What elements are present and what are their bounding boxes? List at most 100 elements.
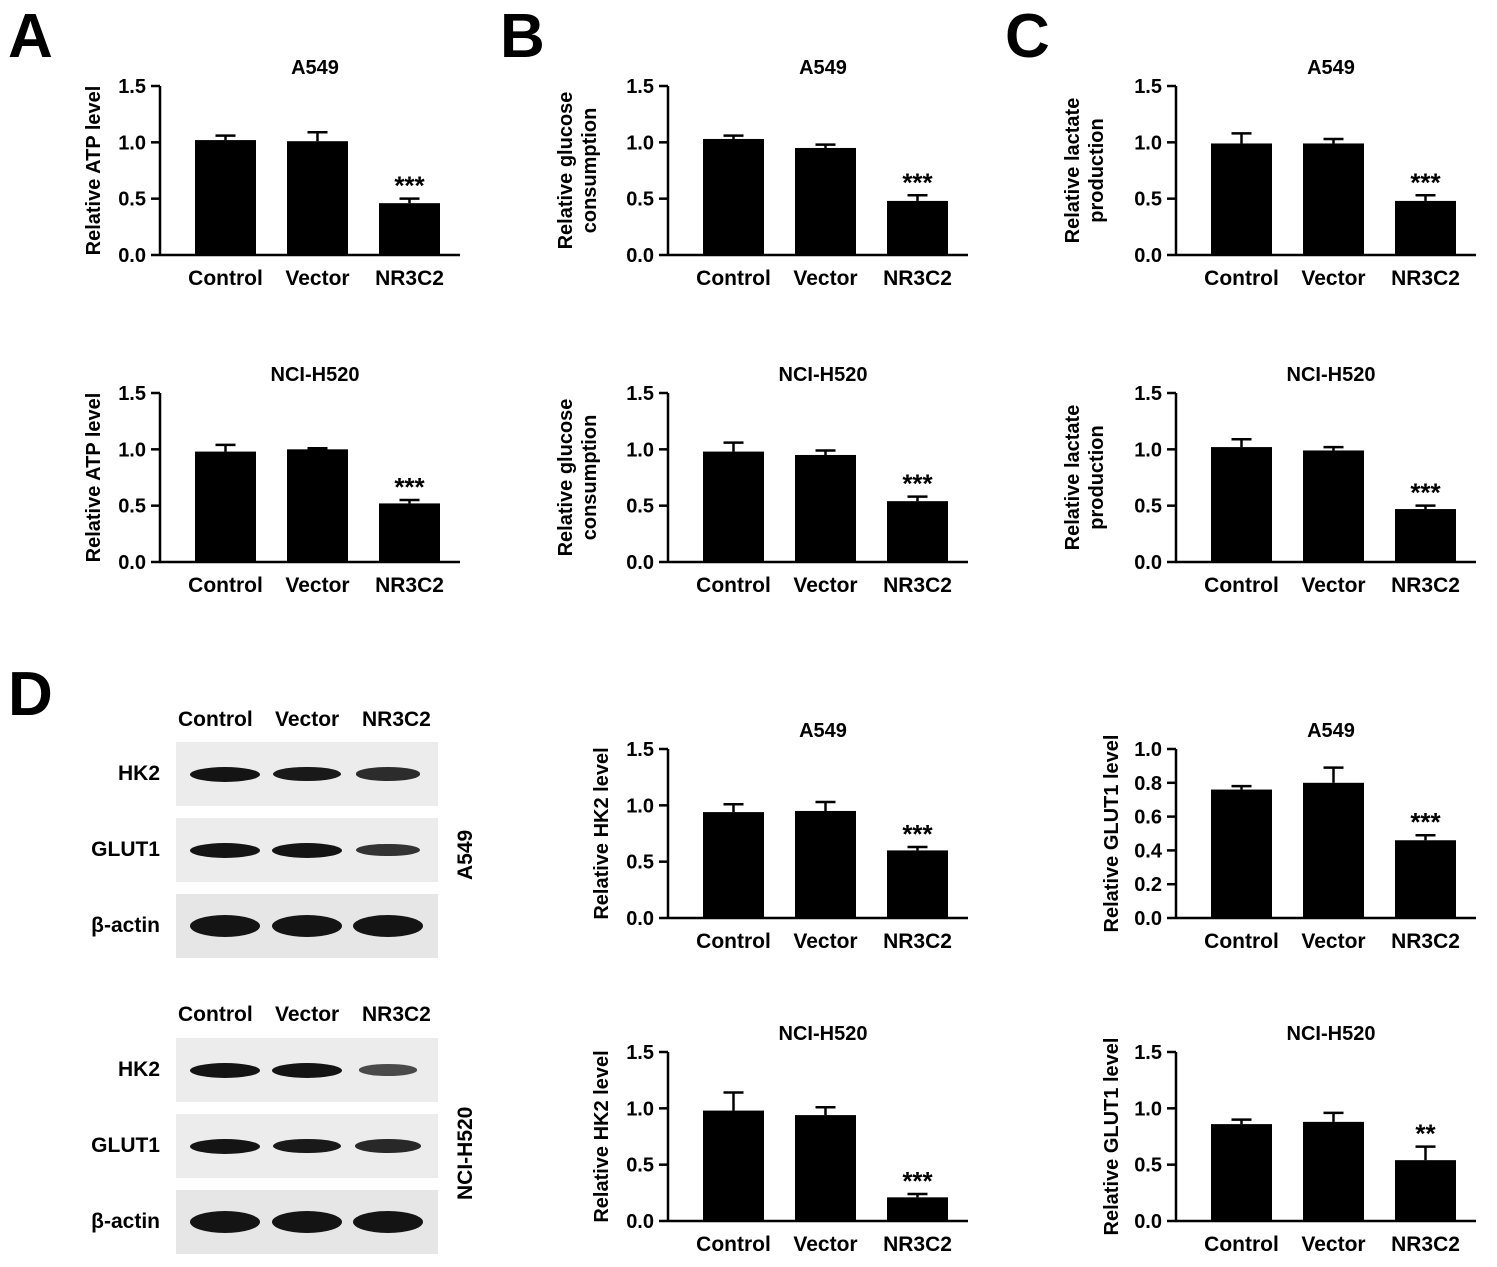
y-tick-label: 0.0 [626, 1211, 654, 1233]
y-tick-label: 0.5 [626, 852, 654, 874]
bar-chart-4: 0.0 0.5 1.0 1.5 NCI-H520 Relative glucose cons… [555, 364, 968, 597]
bar [1303, 143, 1364, 255]
blot-band [272, 766, 342, 782]
bar [1303, 1121, 1364, 1221]
y-axis-label: Relative ATP level [83, 393, 105, 563]
blot-cell-line-label: A549 [454, 829, 477, 880]
bar [379, 503, 440, 562]
significance-marker: *** [394, 171, 425, 201]
x-tick-label: Control [696, 1233, 771, 1256]
blot-lane-label: NR3C2 [362, 708, 431, 731]
blot-band [190, 766, 260, 782]
chart-title: A549 [291, 57, 339, 79]
y-axis-label: Relative glucose consumption [555, 399, 601, 557]
x-tick-label: NR3C2 [883, 1233, 952, 1256]
significance-marker: *** [1410, 807, 1441, 837]
panel-letter-c: C [1005, 2, 1050, 71]
blot-lane-label: Control [178, 1003, 253, 1026]
y-axis-label: Relative HK2 level [591, 1050, 613, 1222]
y-axis-label-line: consumption [579, 108, 601, 234]
y-axis-label-line: consumption [579, 415, 601, 541]
blot-band [190, 1062, 260, 1078]
bar [795, 1115, 856, 1221]
y-tick-label: 0.0 [626, 908, 654, 930]
bar [1395, 509, 1456, 562]
blot-lane-label: NR3C2 [362, 1003, 431, 1026]
y-tick-label: 0.5 [626, 496, 654, 518]
y-tick-label: 0.0 [118, 245, 146, 267]
blot-band [272, 1211, 342, 1233]
bar [1211, 447, 1272, 562]
y-tick-label: 1.5 [626, 739, 654, 761]
y-axis-label: Relative lactate production [1062, 405, 1108, 551]
y-axis-label: Relative HK2 level [591, 747, 613, 919]
y-tick-label: 0.5 [626, 1155, 654, 1177]
y-axis-label: Relative GLUT1 level [1101, 1038, 1123, 1236]
x-tick-label: NR3C2 [1391, 267, 1460, 290]
significance-marker: *** [1410, 478, 1441, 508]
y-tick-label: 0.0 [118, 552, 146, 574]
bar [379, 203, 440, 255]
bar-chart-5: 0.0 0.5 1.0 1.5 NCI-H520 Relative lactate prod… [1062, 364, 1476, 597]
bar [195, 140, 256, 255]
bar-chart-9: 0.0 0.5 1.0 1.5 NCI-H520 Relative GLUT1 level… [1101, 1023, 1476, 1256]
x-tick-label: NR3C2 [1391, 930, 1460, 953]
chart-title: NCI-H520 [271, 364, 360, 386]
y-axis-label: Relative ATP level [83, 86, 105, 256]
significance-marker: *** [902, 1166, 933, 1196]
x-tick-label: NR3C2 [883, 267, 952, 290]
x-tick-label: NR3C2 [1391, 574, 1460, 597]
x-tick-label: Control [1204, 267, 1279, 290]
y-axis-label-line: Relative glucose [555, 92, 577, 250]
significance-marker: *** [394, 472, 425, 502]
blot-band [356, 843, 420, 857]
bar [1211, 789, 1272, 918]
x-tick-label: Vector [793, 930, 857, 953]
x-tick-label: Vector [1301, 1233, 1365, 1256]
bar [887, 200, 948, 255]
y-axis-label-line: Relative lactate [1062, 405, 1084, 551]
x-tick-label: Control [1204, 930, 1279, 953]
y-tick-label: 0.5 [626, 189, 654, 211]
y-tick-label: 0.0 [1134, 908, 1162, 930]
bar [1395, 1160, 1456, 1221]
y-tick-label: 0.2 [1134, 874, 1162, 896]
y-tick-label: 0.0 [626, 245, 654, 267]
bar [703, 1110, 764, 1221]
bar-chart-0: 0.0 0.5 1.0 1.5 A549 Relative ATP level Contro… [83, 57, 460, 290]
y-tick-label: 1.5 [626, 76, 654, 98]
bar-chart-3: 0.0 0.5 1.0 1.5 NCI-H520 Relative ATP level Co… [83, 364, 460, 597]
y-tick-label: 0.4 [1134, 840, 1163, 862]
chart-title: NCI-H520 [779, 1023, 868, 1045]
y-tick-label: 0.0 [1134, 1211, 1162, 1233]
blot-band [272, 842, 342, 858]
blot-band [272, 1062, 342, 1078]
y-tick-label: 0.5 [1134, 496, 1162, 518]
x-tick-label: Vector [285, 574, 349, 597]
bar [703, 812, 764, 918]
significance-marker: *** [1410, 167, 1441, 197]
blot-row-label: HK2 [117, 762, 160, 785]
bar [1303, 450, 1364, 562]
bar [1303, 782, 1364, 918]
y-axis-label-line: Relative glucose [555, 399, 577, 557]
bar [195, 451, 256, 562]
bar [1395, 200, 1456, 255]
y-axis-label-line: production [1086, 118, 1108, 222]
x-tick-label: Vector [1301, 930, 1365, 953]
blot-band [353, 915, 423, 937]
bar [795, 810, 856, 918]
chart-title: A549 [1307, 57, 1355, 79]
y-tick-label: 1.5 [1134, 1042, 1162, 1064]
x-tick-label: Vector [285, 267, 349, 290]
blot-row-label: β-actin [91, 1210, 160, 1233]
y-axis-label-line: production [1086, 425, 1108, 529]
bar [1395, 840, 1456, 918]
blot-band [190, 842, 260, 858]
y-tick-label: 0.0 [626, 552, 654, 574]
y-axis-label: Relative GLUT1 level [1101, 735, 1123, 933]
chart-title: NCI-H520 [1287, 364, 1376, 386]
y-axis-label-line: Relative lactate [1062, 98, 1084, 244]
bar [795, 147, 856, 255]
x-tick-label: Vector [793, 574, 857, 597]
